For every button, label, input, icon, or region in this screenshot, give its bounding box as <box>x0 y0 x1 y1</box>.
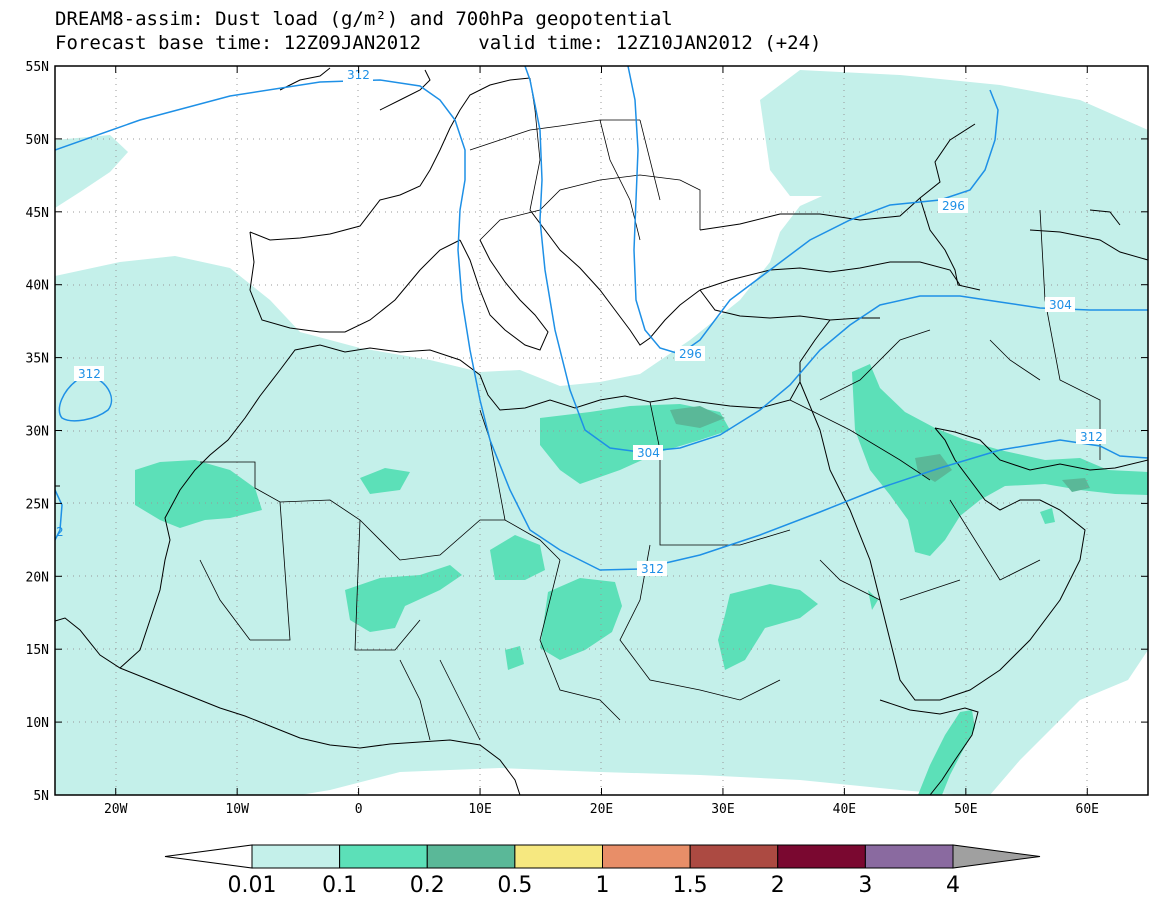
lon-tick-label: 20W <box>104 802 128 817</box>
lon-tick-label: 40E <box>833 802 856 817</box>
contour-label: 312 <box>347 68 370 82</box>
valid-time-value: 12Z10JAN2012 (+24) <box>615 32 822 54</box>
lat-tick-label: 30N <box>26 425 49 440</box>
colorbar-swatch <box>339 844 428 869</box>
colorbar-level-label: 4 <box>946 873 960 898</box>
lon-tick-label: 20E <box>590 802 613 817</box>
base-time-label: Forecast base time: <box>55 32 273 54</box>
contour-labels: 312 304 296 312 304 296 312 312 2 <box>56 67 1106 576</box>
colorbar-arrow-low <box>164 844 253 869</box>
lat-tick-label: 50N <box>26 133 49 148</box>
colorbar-swatch <box>514 844 603 869</box>
colorbar: 0.01 0.1 0.2 0.5 1 1.5 2 3 4 <box>164 844 1041 898</box>
lon-tick-label: 10E <box>468 802 491 817</box>
coastlines <box>55 67 1148 795</box>
geopotential-contours <box>55 66 1148 571</box>
contour-label: 304 <box>1049 298 1072 312</box>
colorbar-level-label: 2 <box>771 873 785 898</box>
colorbar-level-label: 0.1 <box>322 873 357 898</box>
base-time-value: 12Z09JAN2012 <box>283 32 422 54</box>
longitude-axis: 20W 10W 0 10E 20E 30E 40E 50E 60E <box>104 66 1099 817</box>
lat-tick-label: 40N <box>26 279 49 294</box>
colorbar-swatch <box>777 844 866 869</box>
graticule <box>55 66 1148 795</box>
lon-tick-label: 0 <box>355 802 363 817</box>
latitude-axis: 55N 50N 45N 40N 35N 30N 25N 20N 15N 10N 5N <box>26 60 1148 804</box>
lat-tick-label: 55N <box>26 60 49 75</box>
lat-tick-label: 5N <box>33 789 49 804</box>
colorbar-level-label: 3 <box>858 873 872 898</box>
valid-time-label: valid time: <box>478 32 605 54</box>
lon-tick-label: 50E <box>954 802 977 817</box>
country-borders <box>199 77 1101 741</box>
lat-tick-label: 25N <box>26 497 49 512</box>
colorbar-arrow-high <box>952 844 1041 869</box>
contour-label: 312 <box>78 367 101 381</box>
contour-label: 296 <box>942 199 965 213</box>
colorbar-swatch <box>426 844 516 869</box>
colorbar-level-label: 0.01 <box>228 873 277 898</box>
dust-layer-high <box>670 406 1090 492</box>
contour-label: 304 <box>637 446 660 460</box>
map-title: DREAM8-assim: Dust load (g/m²) and 700hP… <box>55 8 673 30</box>
contour-label: 296 <box>679 347 702 361</box>
colorbar-swatch <box>864 844 954 869</box>
lon-tick-label: 60E <box>1076 802 1099 817</box>
contour-label: 312 <box>1080 430 1103 444</box>
colorbar-level-label: 0.5 <box>497 873 532 898</box>
lat-tick-label: 20N <box>26 570 49 585</box>
contour-label: 2 <box>56 525 64 539</box>
contour-label: 312 <box>641 562 664 576</box>
colorbar-swatch <box>602 844 691 869</box>
lon-tick-label: 10W <box>225 802 249 817</box>
map-panel: 312 304 296 312 304 296 312 312 2 <box>55 66 1148 795</box>
lat-tick-label: 35N <box>26 352 49 367</box>
colorbar-level-label: 1.5 <box>673 873 708 898</box>
lat-tick-label: 45N <box>26 206 49 221</box>
map-subtitle: Forecast base time: 12Z09JAN2012 valid t… <box>55 32 821 54</box>
lon-tick-label: 30E <box>711 802 734 817</box>
colorbar-swatch <box>251 844 341 869</box>
colorbar-level-label: 0.2 <box>410 873 445 898</box>
lat-tick-label: 15N <box>26 643 49 658</box>
colorbar-level-label: 1 <box>596 873 610 898</box>
lat-tick-label: 10N <box>26 716 49 731</box>
colorbar-swatch <box>689 844 779 869</box>
